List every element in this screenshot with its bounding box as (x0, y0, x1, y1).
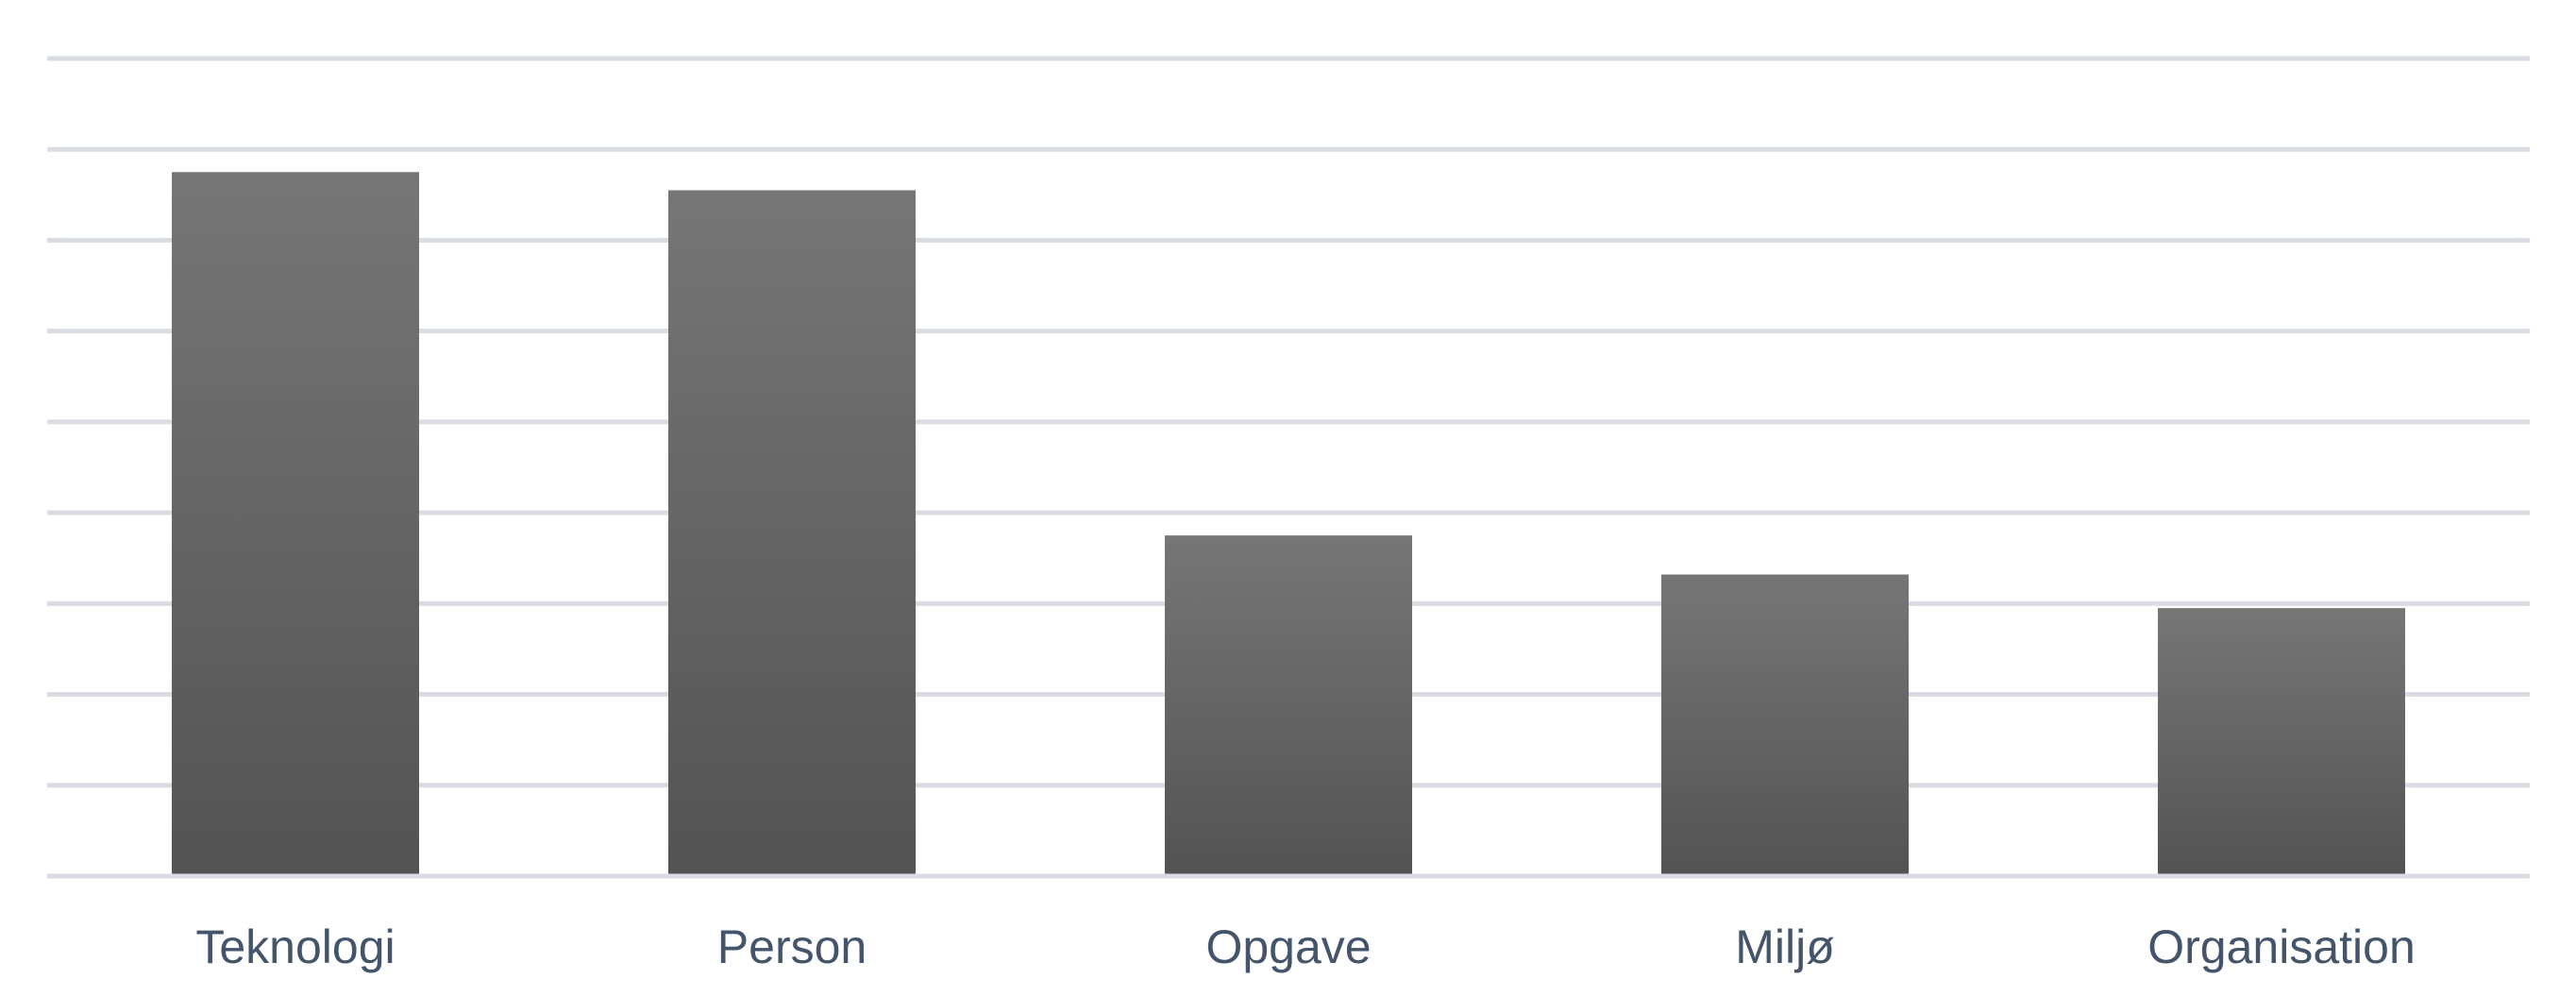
x-tick-label: Teknologi (195, 920, 395, 973)
bar-person (668, 190, 916, 876)
x-tick-label: Opgave (1205, 920, 1371, 973)
x-tick-labels: Teknologi Person Opgave Miljø Organisation (195, 920, 2415, 973)
bar-organisation (2158, 608, 2405, 876)
bar-miljø (1661, 574, 1909, 876)
x-tick-label: Person (717, 920, 867, 973)
bars (172, 172, 2405, 876)
bar-teknologi (172, 172, 419, 876)
gridlines (47, 56, 2530, 788)
bar-opgave (1165, 535, 1412, 876)
x-tick-label: Organisation (2147, 920, 2416, 973)
x-tick-label: Miljø (1735, 920, 1835, 973)
